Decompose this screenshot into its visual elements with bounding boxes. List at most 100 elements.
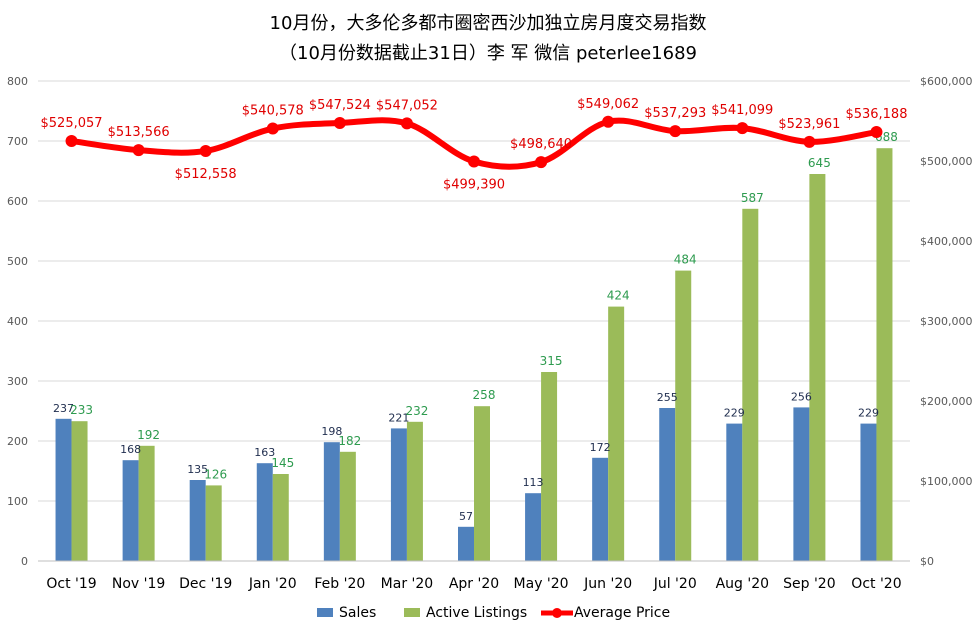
average-price-point <box>65 134 78 147</box>
average-price-data-label: $513,566 <box>108 125 170 140</box>
active-listings-data-label: 424 <box>607 289 630 303</box>
bars <box>55 148 893 562</box>
sales-bar <box>390 428 407 561</box>
active-listings-bar <box>339 451 356 561</box>
active-listings-data-label: 258 <box>473 388 496 402</box>
average-price-data-label: $536,188 <box>845 107 907 122</box>
sales-bar <box>323 442 340 561</box>
left-axis-tick-label: 200 <box>7 435 28 448</box>
average-price-point <box>736 122 749 135</box>
x-axis-category-label: Jan '20 <box>248 576 297 592</box>
active-listings-bar <box>71 421 88 561</box>
sales-data-label: 198 <box>321 425 342 438</box>
active-listings-bar <box>608 306 625 561</box>
sales-data-label: 172 <box>590 441 611 454</box>
active-listings-bar <box>205 485 222 561</box>
active-listings-bar <box>272 474 289 561</box>
average-price-point <box>602 115 615 128</box>
average-price-data-label: $541,099 <box>711 103 773 118</box>
sales-data-label: 229 <box>858 407 879 420</box>
legend-active-listings-label: Active Listings <box>426 605 527 621</box>
active-listings-bar <box>742 208 759 562</box>
x-axis-category-label: Jul '20 <box>653 576 697 592</box>
x-axis: Oct '19 Nov '19 Dec '19 Jan '20 Feb '20 Mar '… <box>38 560 910 592</box>
sales-data-label: 221 <box>388 411 409 424</box>
active-listings-data-label: 587 <box>741 191 764 205</box>
average-price-data-label: $525,057 <box>41 116 103 131</box>
left-axis: 0 100 200 300 400 500 600 700 800 <box>7 75 28 568</box>
sales-data-label: 237 <box>53 402 74 415</box>
price-labels: $525,057 $513,566 $512,558 $540,578 $547,524… <box>41 97 908 193</box>
x-axis-category-label: Mar '20 <box>381 576 434 592</box>
average-price-point <box>870 126 883 139</box>
left-axis-tick-label: 300 <box>7 375 28 388</box>
left-axis-tick-label: 700 <box>7 135 28 148</box>
x-axis-category-label: Nov '19 <box>112 576 165 592</box>
sales-data-label: 57 <box>459 510 473 523</box>
x-axis-category-label: Oct '20 <box>851 576 901 592</box>
left-axis-tick-label: 100 <box>7 495 28 508</box>
average-price-data-label: $547,524 <box>309 98 371 113</box>
average-price-data-label: $537,293 <box>644 106 706 121</box>
active-listings-bar <box>876 148 893 561</box>
active-listings-data-label: 232 <box>405 404 428 418</box>
sales-bar <box>726 423 743 561</box>
left-axis-tick-label: 800 <box>7 75 28 88</box>
sales-bar <box>55 418 72 561</box>
left-axis-tick-label: 0 <box>21 555 28 568</box>
active-listings-bar <box>541 372 558 561</box>
sales-data-label: 229 <box>724 407 745 420</box>
average-price-point <box>333 116 346 129</box>
right-axis: $0 $100,000 $200,000 $300,000 $400,000 $500,0… <box>920 75 973 568</box>
average-price-point <box>669 125 682 138</box>
average-price-point <box>400 117 413 130</box>
x-axis-category-label: Jun '20 <box>583 576 632 592</box>
x-axis-category-label: Feb '20 <box>314 576 365 592</box>
active-listings-bar <box>138 445 155 561</box>
sales-data-label: 135 <box>187 463 208 476</box>
right-axis-tick-label: $500,000 <box>920 155 973 168</box>
sales-data-label: 255 <box>657 391 678 404</box>
right-axis-tick-label: $300,000 <box>920 315 973 328</box>
average-price-point <box>535 156 548 169</box>
sales-bar <box>793 407 810 561</box>
right-axis-tick-label: $600,000 <box>920 75 973 88</box>
active-listings-data-label: 126 <box>204 467 227 481</box>
sales-data-label: 168 <box>120 443 141 456</box>
sales-bar <box>458 526 474 561</box>
active-listings-data-label: 315 <box>540 354 563 368</box>
active-listings-data-label: 145 <box>271 456 294 470</box>
legend-sales-swatch <box>317 608 333 617</box>
active-listings-bar <box>675 270 692 561</box>
active-listings-bar <box>809 174 826 561</box>
average-price-data-label: $523,961 <box>778 117 840 132</box>
active-listings-bar <box>474 406 490 561</box>
average-price-point <box>132 144 145 157</box>
active-listings-data-label: 484 <box>674 253 697 267</box>
chart-subtitle: （10月份数据截止31日）李 军 微信 peterlee1689 <box>279 43 697 64</box>
sales-bar <box>592 457 609 561</box>
average-price-point <box>199 144 212 157</box>
average-price-data-label: $512,558 <box>175 167 237 182</box>
right-axis-tick-label: $0 <box>920 555 934 568</box>
average-price-data-label: $549,062 <box>577 97 639 112</box>
sales-data-label: 163 <box>254 446 275 459</box>
left-axis-tick-label: 400 <box>7 315 28 328</box>
average-price-point <box>803 135 816 148</box>
sales-bar <box>525 493 542 561</box>
sales-bar <box>189 480 206 561</box>
sales-bar <box>256 463 273 561</box>
average-price-point <box>468 155 480 168</box>
left-axis-tick-label: 600 <box>7 195 28 208</box>
x-axis-category-label: Dec '19 <box>179 576 232 592</box>
average-price-data-label: $499,390 <box>443 177 505 192</box>
active-listings-bar <box>406 421 423 561</box>
x-axis-category-label: Oct '19 <box>46 576 96 592</box>
sales-data-label: 113 <box>523 476 544 489</box>
right-axis-tick-label: $400,000 <box>920 235 973 248</box>
average-price-line-layer <box>65 115 883 170</box>
legend: Sales Active Listings Average Price <box>317 605 670 621</box>
